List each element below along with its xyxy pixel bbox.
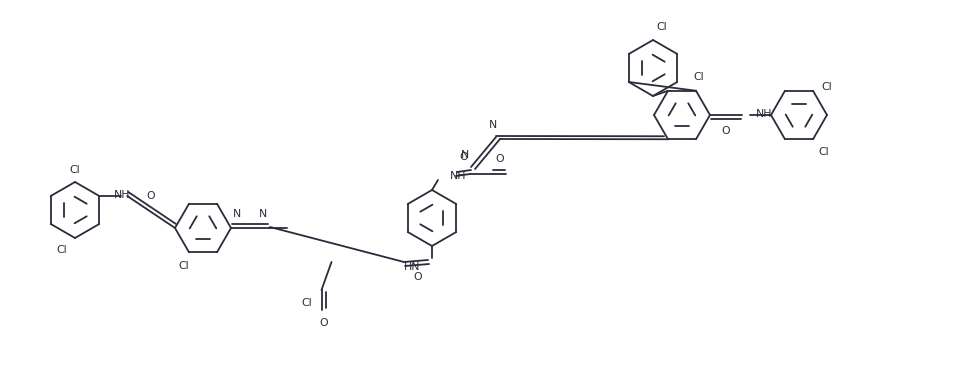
- Text: NH: NH: [114, 190, 130, 200]
- Text: N: N: [233, 209, 241, 219]
- Text: Cl: Cl: [821, 82, 831, 92]
- Text: NH: NH: [450, 171, 466, 181]
- Text: NH: NH: [756, 109, 773, 119]
- Text: Cl: Cl: [70, 165, 81, 175]
- Text: Cl: Cl: [656, 22, 667, 32]
- Text: N: N: [259, 209, 268, 219]
- Text: N: N: [460, 150, 469, 160]
- Text: O: O: [413, 272, 422, 282]
- Text: Cl: Cl: [178, 261, 189, 271]
- Text: Cl: Cl: [818, 147, 829, 157]
- Text: Cl: Cl: [302, 298, 313, 308]
- Text: HN: HN: [404, 262, 420, 272]
- Text: O: O: [722, 126, 731, 136]
- Text: Cl: Cl: [57, 245, 67, 255]
- Text: O: O: [319, 318, 328, 328]
- Text: O: O: [147, 191, 155, 201]
- Text: Cl: Cl: [693, 72, 704, 82]
- Text: O: O: [459, 152, 468, 162]
- Text: O: O: [496, 154, 504, 164]
- Text: N: N: [489, 120, 497, 130]
